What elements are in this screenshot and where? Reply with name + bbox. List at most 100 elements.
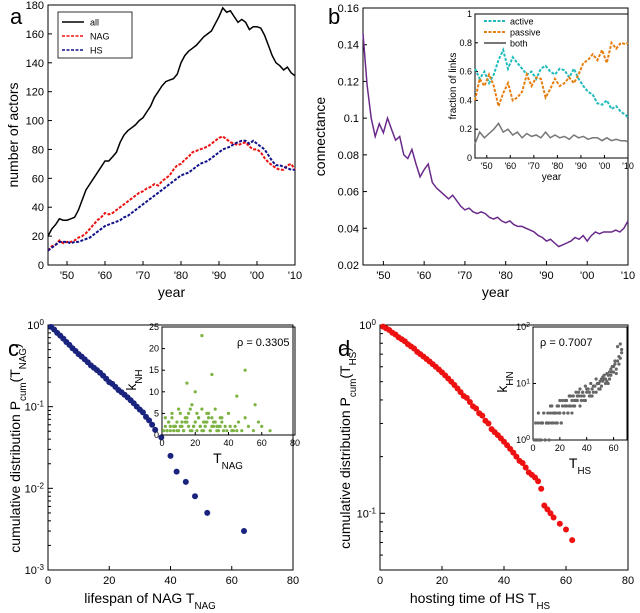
inset-y-tick-label: 0 bbox=[467, 153, 472, 163]
inset-y-axis-label: fraction of links bbox=[448, 53, 459, 120]
inset-data-point bbox=[560, 404, 565, 408]
inset-data-point bbox=[240, 429, 244, 433]
inset-chart: 100 101 102 0 20 40 60 THS kHN ρ = 0.7007 bbox=[494, 322, 628, 477]
inset-data-point bbox=[566, 411, 570, 415]
inset-data-point bbox=[548, 411, 553, 415]
x-tick-label: '80 bbox=[174, 270, 188, 282]
data-point bbox=[513, 453, 520, 460]
inset-data-point bbox=[571, 394, 575, 398]
y-axis-label: cumulative distribution Pcum(THS) bbox=[337, 347, 359, 549]
data-point bbox=[535, 478, 542, 485]
panel-a: a 0 20 40 60 80 100 120 140 160 180 '50 '60 '70 '80 '90… bbox=[5, 0, 302, 300]
inset-data-point bbox=[578, 404, 582, 408]
plot-frame bbox=[362, 7, 629, 266]
x-tick-label: '10 bbox=[288, 270, 302, 282]
inset-data-point bbox=[562, 411, 566, 415]
inset-x-tick-label: 80 bbox=[290, 438, 300, 448]
x-axis-label: lifespan of NAG TNAG bbox=[84, 590, 215, 612]
data-point bbox=[463, 394, 470, 401]
y-tick-label: 100 bbox=[359, 318, 376, 333]
panel-d: d 100 10-1 0 20 40 60 80 hosting time of HS THS c… bbox=[337, 318, 634, 612]
y-tick-label: 120 bbox=[26, 87, 44, 99]
inset-y-tick-label: 15 bbox=[149, 365, 159, 375]
x-tick-label: '60 bbox=[417, 270, 431, 282]
inset-data-point bbox=[558, 411, 562, 415]
legend-box bbox=[57, 11, 133, 59]
inset-x-tick-label: 60 bbox=[609, 443, 619, 453]
x-tick-label: '70 bbox=[136, 270, 150, 282]
inset-y-tick-label: 0.4 bbox=[459, 95, 472, 105]
inset-data-point bbox=[206, 411, 211, 415]
y-axis-label: cumulative distribution Pcum(TNAG) bbox=[7, 343, 29, 552]
inset-y-tick-label: 0.8 bbox=[459, 38, 472, 48]
inset-data-point bbox=[589, 394, 593, 398]
inset-data-point bbox=[178, 411, 182, 415]
inset-x-tick-label: 40 bbox=[223, 438, 233, 448]
inset-data-point bbox=[547, 438, 551, 442]
inset-data-point bbox=[188, 429, 192, 433]
inset-y-tick-label: 1 bbox=[467, 9, 472, 19]
inset-data-point bbox=[611, 370, 616, 374]
inset-x-tick-label: '80 bbox=[552, 161, 564, 171]
data-point bbox=[158, 434, 165, 441]
inset-y-tick-label: 0.2 bbox=[459, 124, 472, 134]
y-tick-label: 140 bbox=[26, 58, 44, 70]
inset-data-point bbox=[573, 398, 577, 403]
inset-data-point bbox=[191, 424, 196, 428]
y-tick-label: 0.1 bbox=[344, 113, 359, 125]
inset-data-point bbox=[606, 373, 610, 377]
inset-data-point bbox=[543, 438, 547, 442]
inset-data-point bbox=[165, 429, 169, 433]
series-line-both bbox=[474, 122, 629, 144]
inset-data-point bbox=[210, 416, 214, 420]
inset-data-point bbox=[196, 416, 201, 420]
inset-data-point bbox=[570, 398, 574, 403]
inset-data-point bbox=[251, 429, 256, 433]
inset-data-point bbox=[220, 416, 224, 420]
inset-data-point bbox=[180, 420, 184, 424]
inset-data-point bbox=[200, 407, 204, 411]
legend-label-all: all bbox=[90, 18, 99, 28]
inset-data-point bbox=[170, 411, 174, 415]
inset-data-point bbox=[594, 390, 598, 394]
inset-x-axis-label: year bbox=[542, 172, 562, 183]
inset-data-point bbox=[534, 421, 538, 425]
inset-data-point bbox=[586, 387, 590, 391]
inset-data-point bbox=[170, 416, 174, 420]
data-point bbox=[139, 409, 146, 416]
inset-data-point bbox=[550, 404, 554, 408]
inset-data-point bbox=[235, 394, 239, 398]
inset-data-point bbox=[594, 377, 598, 381]
inset-data-point bbox=[256, 420, 261, 424]
y-tick-label: 60 bbox=[32, 173, 44, 185]
inset-data-point bbox=[211, 424, 216, 428]
inset-data-point bbox=[195, 411, 199, 415]
inset-data-point bbox=[225, 429, 229, 433]
x-axis-label: year bbox=[482, 284, 510, 300]
x-tick-label: '60 bbox=[98, 270, 112, 282]
data-point bbox=[538, 485, 545, 492]
inset-data-point bbox=[610, 364, 614, 369]
y-tick-label: 80 bbox=[32, 144, 44, 156]
y-tick-label: 160 bbox=[26, 29, 44, 41]
data-point bbox=[173, 468, 180, 475]
inset-data-point bbox=[162, 429, 166, 433]
inset-x-axis-label: TNAG bbox=[213, 450, 243, 472]
inset-y-tick-label: 20 bbox=[149, 344, 159, 354]
inset-data-point bbox=[168, 424, 172, 428]
y-tick-label: 20 bbox=[32, 231, 44, 243]
inset-data-point bbox=[616, 344, 620, 349]
inset-x-tick-label: '50 bbox=[481, 161, 493, 171]
inset-data-point bbox=[246, 424, 251, 428]
inset-data-point bbox=[564, 398, 569, 403]
inset-data-point bbox=[185, 420, 189, 424]
inset-data-point bbox=[216, 424, 221, 428]
inset-data-point bbox=[201, 429, 206, 433]
inset-y-tick-label: 101 bbox=[516, 378, 530, 389]
x-tick-label: '90 bbox=[212, 270, 226, 282]
series-line-NAG bbox=[47, 135, 296, 252]
x-tick-label: '00 bbox=[580, 270, 594, 282]
inset-data-point bbox=[183, 416, 187, 420]
inset-data-point bbox=[597, 381, 601, 386]
